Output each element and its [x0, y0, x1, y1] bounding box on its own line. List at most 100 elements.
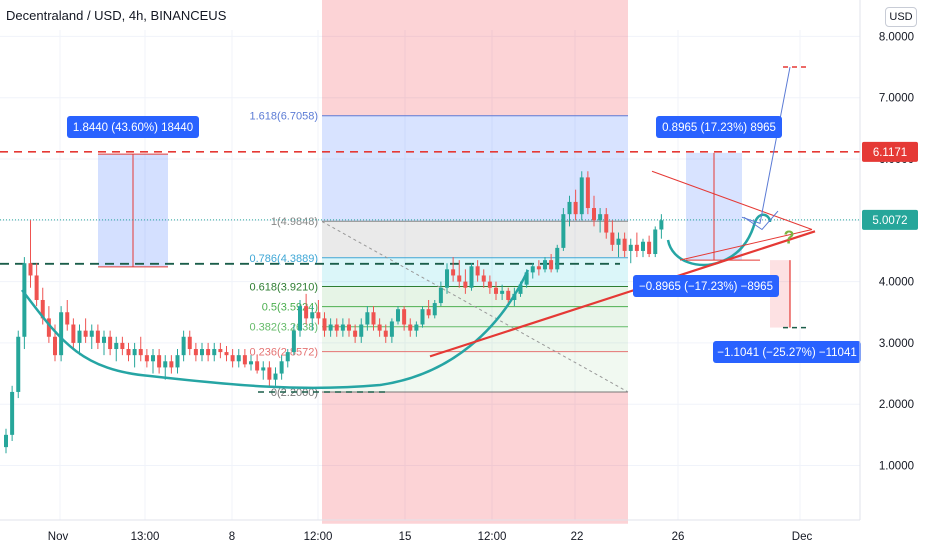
measure-label-down: −1.1041 (−25.27%) −11041: [717, 347, 857, 359]
candle-body: [585, 177, 590, 209]
y-tick-label: 4.0000: [879, 277, 914, 289]
candle-body: [383, 330, 388, 337]
candle-body: [628, 244, 633, 251]
candle-body: [359, 324, 364, 337]
y-tick-label: 3.0000: [879, 338, 914, 350]
candle-body: [340, 324, 345, 331]
measure-label-left: 1.8440 (43.60%) 18440: [73, 122, 193, 134]
candle-body: [144, 355, 149, 362]
triangle-lower-line: [679, 229, 813, 261]
candle-body: [451, 269, 456, 276]
candle-body: [481, 275, 486, 282]
candle-body: [77, 330, 82, 343]
candle-body: [426, 309, 431, 316]
fib-label: 0.786(4.3889): [250, 253, 319, 265]
candle-body: [592, 208, 596, 221]
candle-body: [102, 336, 106, 343]
candle-body: [200, 349, 204, 356]
candle-body: [647, 241, 652, 255]
fib-bottom-zone: [322, 391, 628, 524]
candle-body: [267, 367, 272, 380]
candle-body: [212, 349, 217, 356]
candle-body: [475, 266, 480, 276]
fib-label: 1.618(6.7058): [250, 111, 319, 123]
candle-body: [34, 275, 39, 300]
candle-body: [242, 355, 247, 365]
candle-body: [659, 220, 664, 230]
candle-body: [279, 361, 284, 374]
candle-body: [555, 247, 560, 270]
candle-body: [4, 434, 8, 448]
candle-body: [163, 361, 168, 368]
candle-body: [316, 312, 321, 319]
currency-button[interactable]: USD: [885, 7, 917, 27]
candle-body: [371, 312, 376, 325]
fib-trend-line: [321, 221, 629, 393]
candle-body: [304, 306, 309, 319]
candle-body: [543, 260, 547, 270]
candle-body: [181, 336, 186, 356]
candle-body: [89, 330, 94, 337]
candle-body: [40, 299, 45, 319]
candle-body: [291, 330, 296, 353]
candle-body: [524, 272, 529, 285]
candle-body: [604, 214, 609, 233]
candle-body: [334, 324, 339, 331]
candle-body: [322, 318, 327, 331]
candle-body: [634, 244, 639, 251]
candle-body: [365, 312, 370, 325]
candle-body: [457, 275, 462, 282]
candle-body: [218, 349, 223, 353]
fib-label: 1(4.9848): [271, 216, 318, 228]
candle-body: [255, 361, 260, 371]
candle-body: [561, 214, 566, 248]
candle-body: [518, 284, 523, 294]
y-tick-label: 1.0000: [879, 461, 914, 473]
question-mark-icon: ?: [784, 227, 795, 247]
candle-body: [175, 355, 180, 368]
candle-body: [224, 352, 229, 356]
measure-label-pattern-down: −0.8965 (−17.23%) −8965: [639, 281, 773, 293]
y-tick-label: 2.0000: [879, 399, 914, 411]
candle-body: [469, 266, 474, 288]
candle-body: [285, 352, 290, 362]
candle-body: [53, 336, 57, 356]
candle-body: [463, 281, 468, 288]
candle-body: [622, 238, 627, 251]
candle-body: [273, 373, 278, 380]
candle-body: [46, 318, 51, 337]
candle-body: [169, 361, 174, 368]
candle-body: [536, 266, 541, 270]
candle-body: [108, 336, 113, 350]
x-tick-label: 15: [399, 531, 412, 543]
measure-label-down-bg: [713, 341, 861, 363]
candle-body: [10, 391, 15, 435]
candle-body: [126, 349, 131, 356]
x-tick-label: 26: [672, 531, 685, 543]
candle-body: [389, 321, 394, 337]
candle-body: [59, 312, 64, 356]
candle-body: [377, 324, 382, 331]
y-tick-label: 7.0000: [879, 93, 914, 105]
candle-body: [506, 290, 511, 300]
candle-body: [500, 290, 505, 294]
candle-body: [95, 330, 100, 343]
candle-body: [206, 349, 211, 356]
candle-body: [494, 287, 498, 294]
candle-body: [445, 269, 449, 288]
candle-body: [579, 177, 584, 215]
candle-body: [193, 349, 198, 356]
candle-body: [83, 330, 88, 337]
candle-body: [151, 355, 155, 362]
fib-label: 0.236(2.8572): [250, 347, 319, 359]
candle-body: [132, 349, 137, 356]
fib-label: 0.5(3.5924): [262, 302, 318, 314]
candle-body: [573, 201, 578, 215]
x-tick-label: Nov: [48, 531, 69, 543]
candle-body: [487, 281, 492, 288]
chart-title: Decentraland / USD, 4h, BINANCEUS: [6, 8, 227, 23]
current-price-label: 5.0072: [872, 215, 907, 227]
candle-body: [298, 306, 302, 331]
fib-label: 0(2.2000): [271, 387, 318, 399]
